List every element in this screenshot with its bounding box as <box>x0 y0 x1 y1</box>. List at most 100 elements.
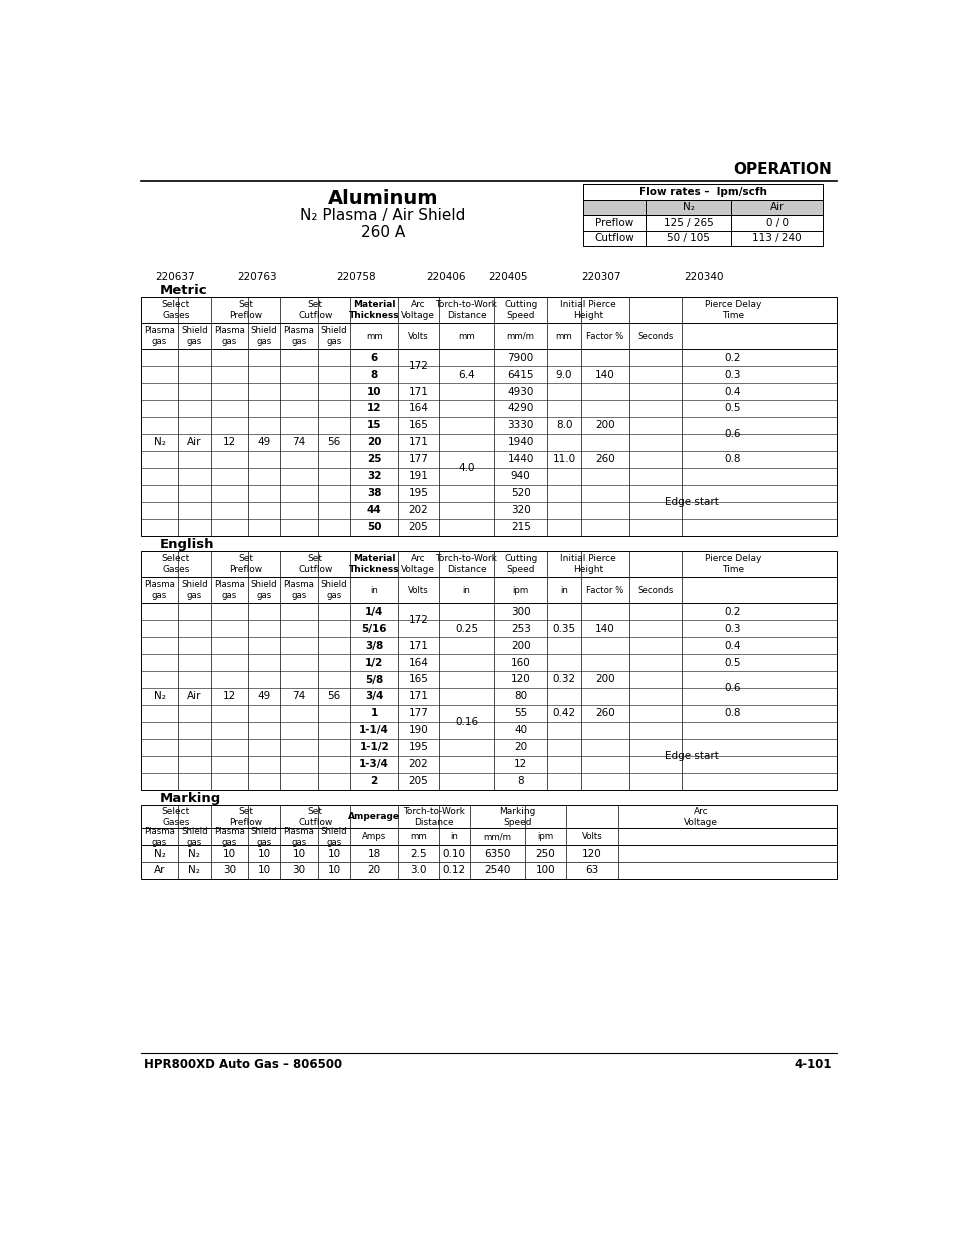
Text: Torch-to-Work
Distance: Torch-to-Work Distance <box>436 300 497 320</box>
Text: 164: 164 <box>408 404 428 414</box>
Text: Shield
gas: Shield gas <box>181 580 208 600</box>
Text: 50: 50 <box>367 522 381 532</box>
Text: 200: 200 <box>511 641 530 651</box>
Bar <box>582 184 822 200</box>
Text: Arc
Voltage: Arc Voltage <box>401 300 435 320</box>
Text: 0.8: 0.8 <box>724 454 740 464</box>
Text: 74: 74 <box>293 692 305 701</box>
Text: 520: 520 <box>510 488 530 498</box>
Text: 20: 20 <box>367 866 380 876</box>
Text: Volts: Volts <box>408 585 428 595</box>
Text: 12: 12 <box>367 404 381 414</box>
Text: mm/m: mm/m <box>506 331 534 341</box>
Text: 172: 172 <box>408 361 428 370</box>
Text: 0.16: 0.16 <box>455 716 477 727</box>
Text: 220340: 220340 <box>684 272 723 282</box>
Text: 0 / 0: 0 / 0 <box>765 217 788 228</box>
Text: 74: 74 <box>293 437 305 447</box>
Text: 0.5: 0.5 <box>724 404 740 414</box>
Text: Select
Gases: Select Gases <box>161 300 190 320</box>
Text: 0.32: 0.32 <box>552 674 575 684</box>
Text: 20: 20 <box>514 742 527 752</box>
Text: 200: 200 <box>595 420 615 431</box>
Text: 164: 164 <box>408 657 428 668</box>
Text: Arc
Voltage: Arc Voltage <box>401 555 435 574</box>
Text: N₂: N₂ <box>153 437 165 447</box>
Text: 2: 2 <box>370 776 377 787</box>
Text: mm: mm <box>365 331 382 341</box>
Text: 56: 56 <box>327 692 340 701</box>
Text: N₂: N₂ <box>682 203 694 212</box>
Bar <box>582 200 822 215</box>
Text: 3.0: 3.0 <box>410 866 426 876</box>
Text: 202: 202 <box>408 505 428 515</box>
Text: 2.5: 2.5 <box>410 848 426 858</box>
Text: Shield
gas: Shield gas <box>251 826 277 847</box>
Text: 4930: 4930 <box>507 387 534 396</box>
Text: in: in <box>462 585 470 595</box>
Text: Pierce Delay
Time: Pierce Delay Time <box>704 555 760 574</box>
Text: 250: 250 <box>535 848 555 858</box>
Text: Seconds: Seconds <box>637 331 673 341</box>
Text: 1/2: 1/2 <box>365 657 383 668</box>
Text: 195: 195 <box>408 488 428 498</box>
Text: Set
Preflow: Set Preflow <box>229 806 262 826</box>
Text: Aluminum: Aluminum <box>327 189 437 207</box>
Text: 220406: 220406 <box>426 272 466 282</box>
Text: 177: 177 <box>408 709 428 719</box>
Text: English: English <box>159 538 213 551</box>
Text: 15: 15 <box>367 420 381 431</box>
Text: 171: 171 <box>408 387 428 396</box>
Text: 0.6: 0.6 <box>724 683 740 693</box>
Text: 165: 165 <box>408 674 428 684</box>
Text: 260: 260 <box>595 454 615 464</box>
Text: 10: 10 <box>222 848 235 858</box>
Text: OPERATION: OPERATION <box>733 162 831 178</box>
Text: 171: 171 <box>408 692 428 701</box>
Text: Shield
gas: Shield gas <box>251 326 277 346</box>
Text: 5/8: 5/8 <box>365 674 383 684</box>
Text: Arc
Voltage: Arc Voltage <box>683 806 718 826</box>
Text: 56: 56 <box>327 437 340 447</box>
Text: 8: 8 <box>517 776 523 787</box>
Text: 205: 205 <box>408 776 428 787</box>
Text: Volts: Volts <box>581 832 601 841</box>
Text: 171: 171 <box>408 437 428 447</box>
Text: in: in <box>559 585 567 595</box>
Text: mm: mm <box>410 832 426 841</box>
Text: 171: 171 <box>408 641 428 651</box>
Text: 100: 100 <box>536 866 555 876</box>
Text: 7900: 7900 <box>507 353 534 363</box>
Text: Cutflow: Cutflow <box>594 233 634 243</box>
Text: 0.2: 0.2 <box>724 606 740 616</box>
Text: Factor %: Factor % <box>586 585 623 595</box>
Text: in: in <box>450 832 457 841</box>
Text: 0.12: 0.12 <box>442 866 465 876</box>
Text: 253: 253 <box>510 624 530 634</box>
Text: 12: 12 <box>222 692 235 701</box>
Text: 172: 172 <box>408 615 428 625</box>
Text: 30: 30 <box>293 866 305 876</box>
Text: Metric: Metric <box>159 284 207 298</box>
Text: Air: Air <box>187 437 201 447</box>
Text: Flow rates –  lpm/scfh: Flow rates – lpm/scfh <box>639 186 766 198</box>
Text: 220763: 220763 <box>237 272 276 282</box>
Text: 177: 177 <box>408 454 428 464</box>
Text: 260 A: 260 A <box>360 225 404 240</box>
Text: 0.8: 0.8 <box>724 709 740 719</box>
Text: Set
Preflow: Set Preflow <box>229 555 262 574</box>
Text: 55: 55 <box>514 709 527 719</box>
Text: 120: 120 <box>581 848 601 858</box>
Text: Amperage: Amperage <box>348 813 400 821</box>
Text: 125 / 265: 125 / 265 <box>663 217 713 228</box>
Bar <box>582 184 822 246</box>
Text: Set
Preflow: Set Preflow <box>229 300 262 320</box>
Text: Shield
gas: Shield gas <box>320 580 347 600</box>
Text: N₂: N₂ <box>189 866 200 876</box>
Text: Amps: Amps <box>362 832 386 841</box>
Text: 20: 20 <box>367 437 381 447</box>
Text: 38: 38 <box>367 488 381 498</box>
Text: 6350: 6350 <box>484 848 510 858</box>
Text: Shield
gas: Shield gas <box>320 826 347 847</box>
Text: Plasma
gas: Plasma gas <box>213 826 245 847</box>
